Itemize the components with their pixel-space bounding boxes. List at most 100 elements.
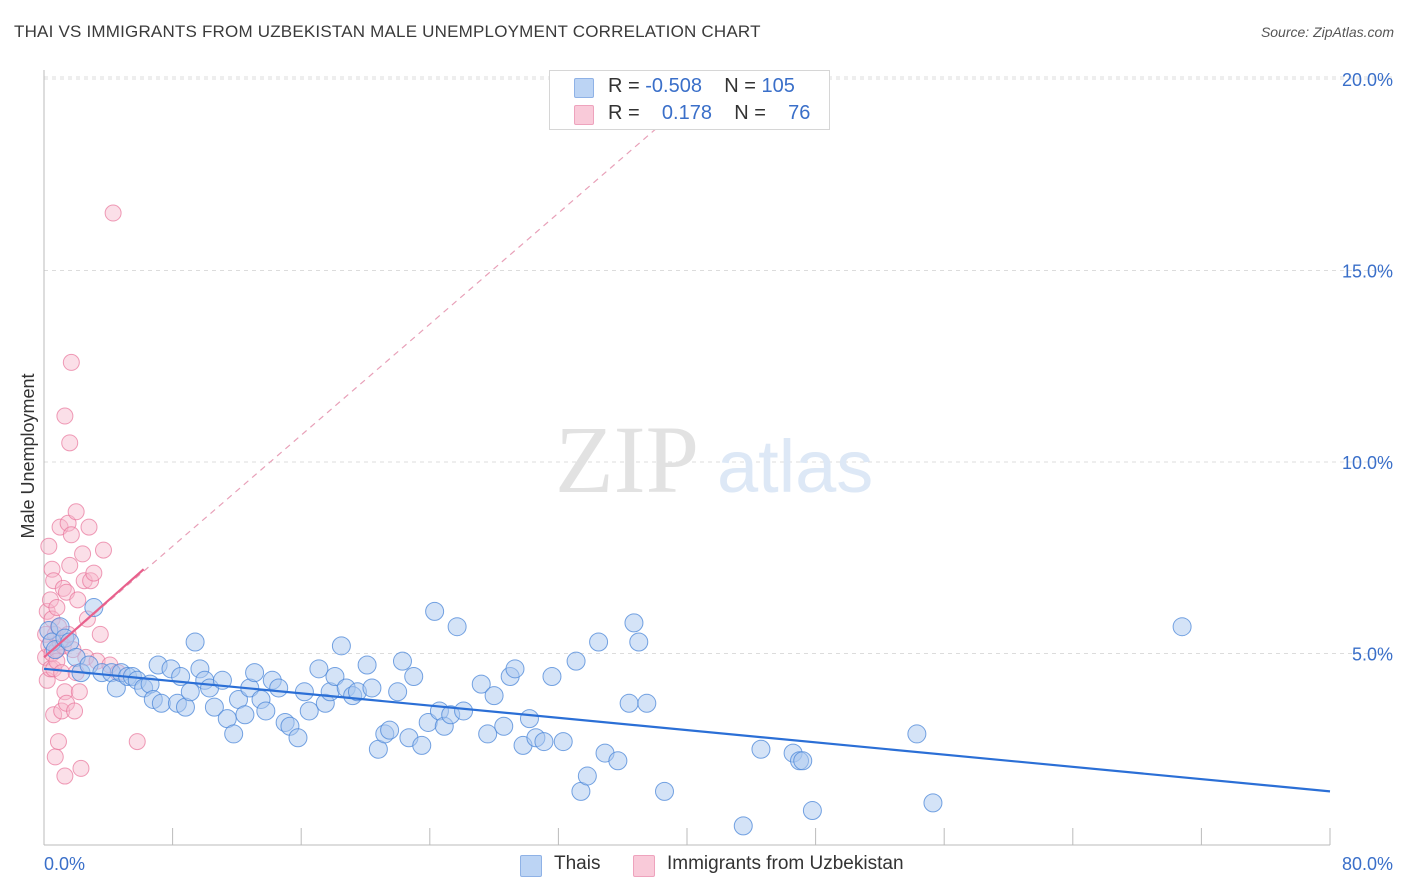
uzbekistan-point bbox=[53, 664, 71, 682]
thais-point bbox=[204, 697, 224, 717]
thais-point bbox=[608, 751, 628, 771]
uzbekistan-point bbox=[67, 503, 85, 521]
thais-point bbox=[654, 781, 674, 801]
thais-point bbox=[733, 816, 753, 836]
uzbekistan-legend-label: Immigrants from Uzbekistan bbox=[667, 853, 904, 874]
n-value: 105 bbox=[761, 75, 795, 97]
grid-lines bbox=[44, 76, 1395, 654]
thais-point bbox=[235, 705, 255, 725]
thais-point bbox=[294, 682, 314, 702]
correlation-legend: R = -0.508 N = 105 R = 0.178 N = 76 bbox=[549, 70, 830, 130]
uzbekistan-trend-line bbox=[43, 568, 145, 659]
watermark-zip: ZIP bbox=[555, 406, 699, 513]
thais-point bbox=[299, 701, 319, 721]
n-label: N = bbox=[734, 102, 772, 124]
uzbekistan-legend-swatch bbox=[633, 855, 655, 877]
thais-point bbox=[619, 693, 639, 713]
y-tick-label: 5.0% bbox=[1352, 645, 1393, 665]
thais-point bbox=[454, 701, 474, 721]
uzbekistan-point bbox=[56, 407, 74, 425]
thais-point bbox=[309, 659, 329, 679]
axes bbox=[43, 70, 1331, 846]
r-label: R = bbox=[608, 102, 646, 124]
thais-point bbox=[362, 678, 382, 698]
thais-trend-line bbox=[43, 667, 1331, 793]
uzbekistan-swatch bbox=[574, 105, 594, 125]
thais-point bbox=[542, 666, 562, 686]
thais-point bbox=[357, 655, 377, 675]
thais-point bbox=[447, 617, 467, 637]
uzbekistan-point bbox=[69, 591, 87, 609]
thais-point bbox=[245, 663, 265, 683]
uzbekistan-point bbox=[62, 353, 80, 371]
uzbekistan-point bbox=[48, 599, 66, 617]
uzbekistan-trend-extension bbox=[43, 101, 688, 658]
trend-lines bbox=[43, 101, 1331, 793]
uzbekistan-point bbox=[70, 683, 88, 701]
thais-point bbox=[380, 720, 400, 740]
uzbekistan-point bbox=[74, 545, 92, 563]
uzbekistan-point bbox=[91, 625, 109, 643]
source-credit: Source: ZipAtlas.com bbox=[1260, 24, 1394, 40]
uzbekistan-point bbox=[62, 526, 80, 544]
tick-labels: 5.0% 10.0% 15.0% 20.0% 0.0% 80.0% bbox=[44, 70, 1393, 874]
uzbekistan-point bbox=[49, 733, 67, 751]
r-label: R = bbox=[608, 75, 646, 97]
thais-point bbox=[923, 793, 943, 813]
uzbekistan-point bbox=[94, 541, 112, 559]
thais-point bbox=[505, 659, 525, 679]
watermark-atlas: atlas bbox=[717, 425, 873, 508]
thais-point bbox=[534, 732, 554, 752]
uzbekistan-point bbox=[66, 702, 84, 720]
thais-point bbox=[802, 801, 822, 821]
uzbekistan-point bbox=[80, 518, 98, 536]
thais-point bbox=[151, 693, 171, 713]
thais-point bbox=[392, 651, 412, 671]
thais-point bbox=[907, 724, 927, 744]
thais-point bbox=[494, 716, 514, 736]
thais-legend-label: Thais bbox=[554, 853, 601, 874]
legend-row-thais-text: R = -0.508 N = 105 bbox=[608, 75, 795, 98]
r-value: -0.508 bbox=[645, 75, 702, 97]
thais-point bbox=[412, 735, 432, 755]
thais-point bbox=[224, 724, 244, 744]
thais-point bbox=[629, 632, 649, 652]
thais-point bbox=[519, 709, 539, 729]
thais-point bbox=[751, 739, 771, 759]
thais-point bbox=[288, 728, 308, 748]
uzbekistan-point bbox=[104, 204, 122, 222]
thais-point bbox=[553, 732, 573, 752]
y-tick-label: 20.0% bbox=[1342, 70, 1393, 90]
thais-point bbox=[577, 766, 597, 786]
series-thais-points bbox=[39, 598, 1192, 836]
uzbekistan-point bbox=[45, 706, 63, 724]
x-tick-label: 0.0% bbox=[44, 854, 85, 874]
thais-point bbox=[624, 613, 644, 633]
thais-point bbox=[566, 651, 586, 671]
n-label: N = bbox=[724, 75, 762, 97]
thais-swatch bbox=[574, 78, 594, 98]
y-axis-label: Male Unemployment bbox=[18, 373, 38, 538]
thais-point bbox=[484, 686, 504, 706]
y-tick-label: 15.0% bbox=[1342, 262, 1393, 282]
thais-point bbox=[478, 724, 498, 744]
uzbekistan-point bbox=[40, 537, 58, 555]
legend-row-uzbekistan-text: R = 0.178 N = 76 bbox=[608, 102, 810, 125]
thais-point bbox=[589, 632, 609, 652]
uzbekistan-point bbox=[72, 759, 90, 777]
thais-point bbox=[185, 632, 205, 652]
thais-point bbox=[256, 701, 276, 721]
thais-point bbox=[325, 666, 345, 686]
thais-point bbox=[331, 636, 351, 656]
thais-point bbox=[269, 678, 289, 698]
y-tick-label: 10.0% bbox=[1342, 453, 1393, 473]
chart-title: THAI VS IMMIGRANTS FROM UZBEKISTAN MALE … bbox=[14, 22, 761, 41]
uzbekistan-point bbox=[61, 434, 79, 452]
uzbekistan-point bbox=[56, 767, 74, 785]
thais-point bbox=[425, 601, 445, 621]
thais-point bbox=[1172, 617, 1192, 637]
uzbekistan-point bbox=[61, 556, 79, 574]
series-uzbekistan-points bbox=[37, 204, 146, 785]
n-value: 76 bbox=[788, 102, 811, 124]
